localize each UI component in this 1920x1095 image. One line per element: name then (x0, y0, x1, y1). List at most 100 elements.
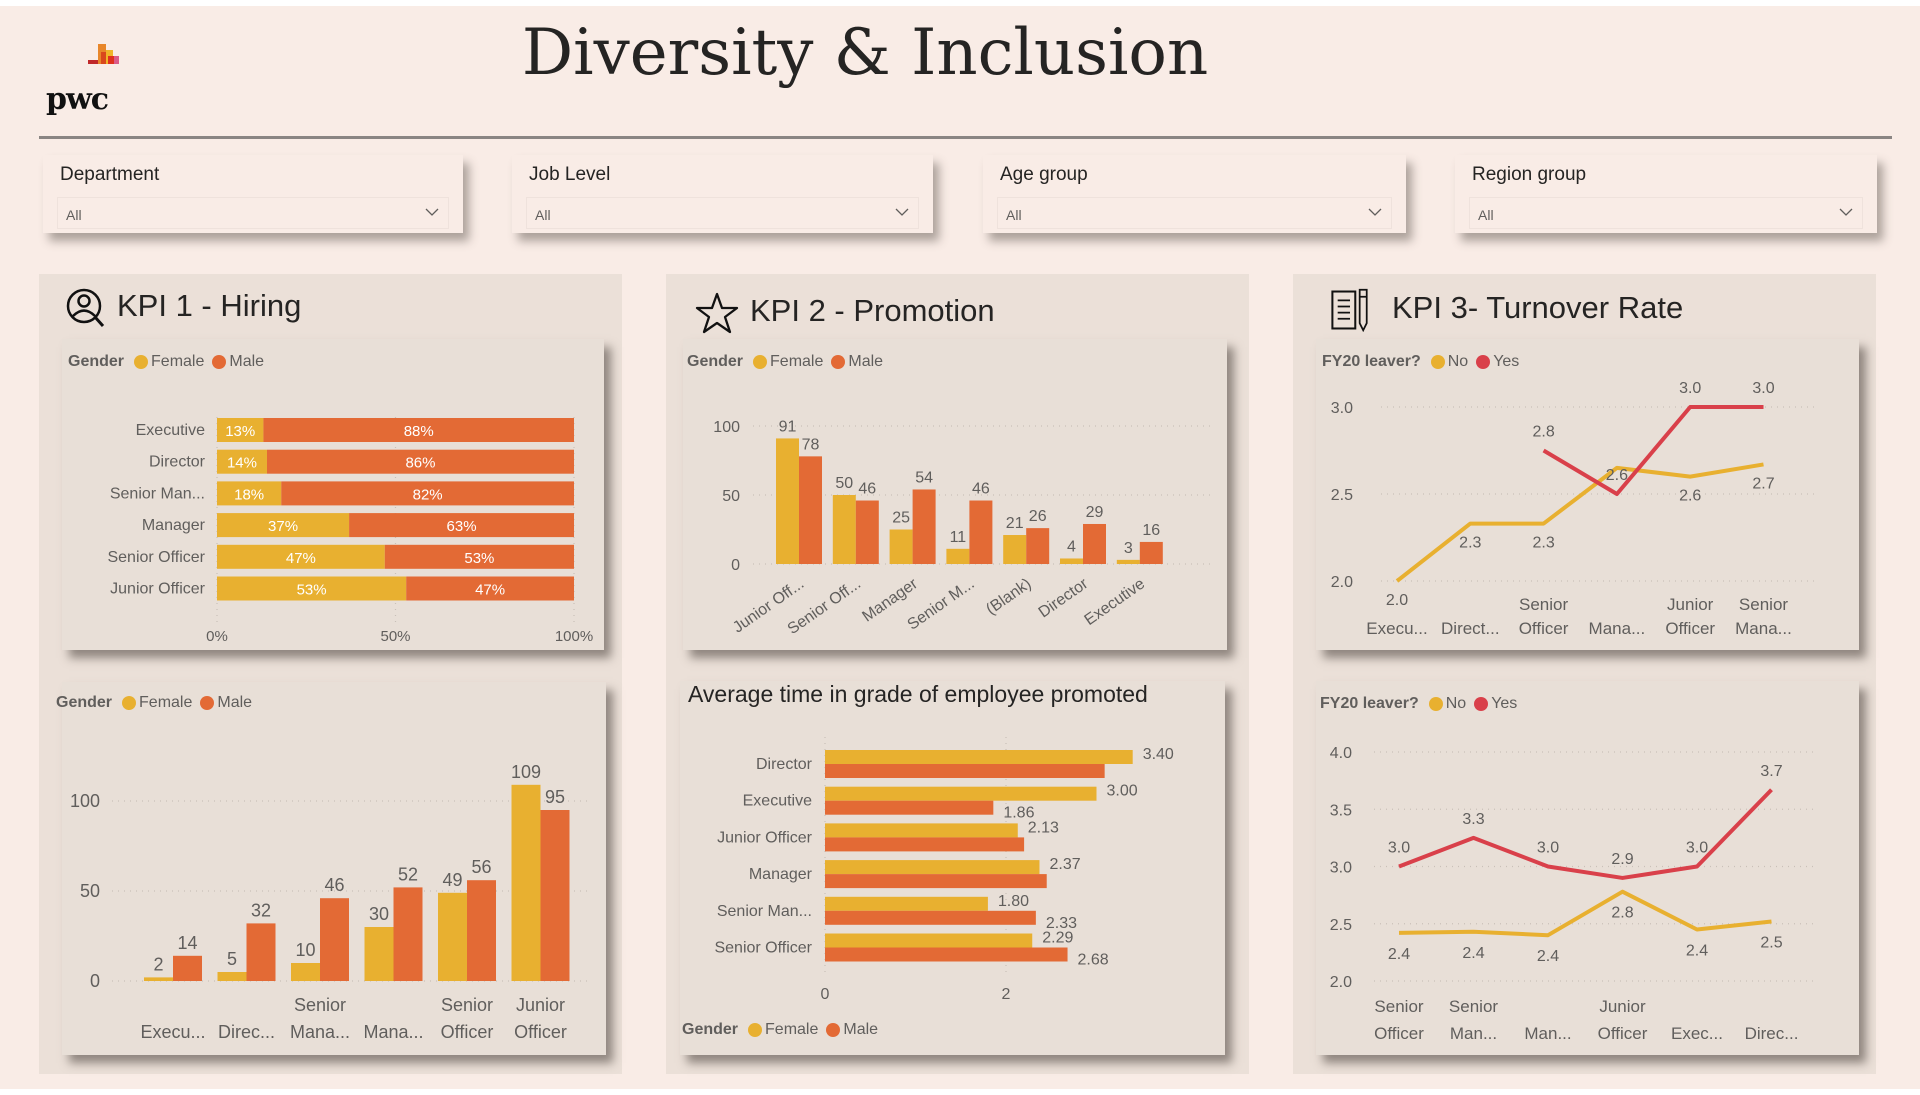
legend-dot-icon (753, 355, 768, 369)
legend-item-yes[interactable]: Yes (1474, 695, 1517, 713)
legend-title: FY20 leaver? (1322, 353, 1421, 370)
bar-male (349, 513, 574, 538)
legend-label: No (1445, 695, 1467, 712)
y-tick-label: 3.0 (1331, 400, 1353, 417)
legend-item-no[interactable]: No (1428, 695, 1467, 713)
data-label: 2.13 (1028, 819, 1059, 836)
hiring-gender-count-chart: Gender Female Male 0 50 100 2 14 Execu... 5 32 Dire… (56, 682, 606, 1055)
legend-label: No (1447, 353, 1469, 370)
data-label: 3.3 (1462, 811, 1484, 828)
data-label: 1.80 (998, 893, 1029, 910)
legend-label: Male (217, 694, 253, 711)
legend-title: FY20 leaver? (1320, 695, 1419, 712)
turnover-rate-chart-2: FY20 leaver? No Yes 2.0 2.5 3.0 3.5 4.0 Senior Of… (1316, 681, 1859, 1055)
bar-male (825, 910, 1036, 925)
data-label: 2.4 (1537, 948, 1559, 965)
legend-dot-icon (1428, 697, 1443, 711)
chart-svg: 0 50 100 2 14 Execu... 5 32 Direc... 10 46 Senior Ma… (70, 762, 592, 1042)
promotion-gender-count-chart: Gender Female Male 0 50 100 91 78 Junior Off... 5… (683, 339, 1227, 650)
category-label: Officer (1519, 619, 1569, 638)
category-label: Director (756, 756, 813, 773)
data-label: 63% (447, 518, 477, 535)
data-label: 2.68 (1078, 952, 1109, 969)
bar-female (825, 896, 988, 911)
legend-item-male[interactable]: Male (200, 694, 252, 712)
department-dropdown[interactable]: All (57, 197, 449, 229)
category-label: Executive (1082, 575, 1149, 629)
bar-female (825, 823, 1018, 838)
panel-title: KPI 2 - Promotion (750, 293, 995, 328)
region-group-dropdown[interactable]: All (1469, 197, 1863, 229)
data-label: 53% (297, 582, 327, 599)
bar-male (281, 481, 574, 506)
category-label: Mana... (1589, 619, 1646, 638)
data-label: 95 (545, 787, 565, 807)
age-group-dropdown[interactable]: All (997, 197, 1392, 229)
category-label: Executive (743, 793, 812, 810)
category-label: Man... (1524, 1024, 1571, 1043)
category-label: Officer (1598, 1024, 1648, 1043)
legend-item-yes[interactable]: Yes (1476, 353, 1519, 371)
page-title: Diversity & Inclusion (521, 16, 1209, 90)
legend-item-male[interactable]: Male (831, 353, 883, 371)
bar-male (825, 800, 994, 815)
pwc-logo-text: pwc (46, 82, 109, 117)
legend-item-female[interactable]: Female (748, 1021, 818, 1039)
legend-dot-icon (831, 355, 846, 369)
legend-item-female[interactable]: Female (134, 353, 204, 371)
data-label: 29 (1086, 504, 1104, 521)
bar-female (217, 972, 247, 981)
legend-item-no[interactable]: No (1430, 353, 1469, 371)
data-label: 2.0 (1386, 592, 1408, 609)
category-label: Senior (1739, 595, 1788, 614)
bar-female (438, 892, 467, 981)
x-tick-label: 0% (206, 628, 228, 645)
data-label: 2.29 (1042, 930, 1073, 947)
x-tick-label: 0 (821, 986, 830, 1003)
series-line-yes (1542, 405, 1764, 496)
job-level-dropdown[interactable]: All (526, 197, 919, 229)
bar-female (217, 576, 407, 601)
data-label: 25 (892, 510, 910, 527)
bar-female (889, 529, 913, 564)
y-tick-label: 50 (80, 881, 100, 901)
y-tick-label: 3.5 (1330, 802, 1352, 819)
legend-item-male[interactable]: Male (826, 1021, 878, 1039)
bar-male (825, 837, 1025, 852)
filter-label: Department (60, 164, 160, 185)
bar-male (855, 500, 879, 564)
data-label: 18% (234, 486, 264, 503)
data-label: 2.33 (1046, 915, 1077, 932)
chevron-down-icon (425, 208, 439, 216)
category-label: Junior Officer (514, 995, 567, 1042)
bar-male (320, 898, 349, 981)
data-label: 3.0 (1679, 380, 1701, 397)
data-label: 2.9 (1611, 851, 1633, 868)
legend-item-female[interactable]: Female (122, 694, 192, 712)
data-label: 3.0 (1537, 840, 1559, 857)
legend-item-male[interactable]: Male (212, 353, 264, 371)
legend-dot-icon (212, 355, 227, 369)
legend-label: Yes (1491, 695, 1518, 712)
data-label: 3.0 (1686, 840, 1708, 857)
x-tick-label: 100% (555, 628, 593, 645)
data-label: 26 (1029, 508, 1047, 525)
bar-female (511, 784, 541, 981)
bar-male (825, 874, 1047, 889)
category-label: Senior (1519, 595, 1568, 614)
category-label: Director (149, 454, 206, 471)
y-tick-label: 0 (731, 557, 740, 574)
bar-female (144, 977, 173, 981)
legend-label: Female (770, 353, 824, 370)
legend-item-female[interactable]: Female (753, 353, 823, 371)
bar-female (1003, 535, 1027, 564)
filter-age-group: Age group All (983, 155, 1406, 233)
data-label: 56 (471, 857, 491, 877)
category-label: (Blank) (983, 575, 1034, 618)
hiring-gender-percent-chart: Gender Female Male 0% 50% 100% Executive 13% 88%… (62, 339, 604, 650)
legend-label: Male (229, 353, 265, 370)
legend-label: Male (843, 1021, 879, 1038)
legend-dot-icon (826, 1023, 841, 1037)
chart-legend: Gender Female Male (56, 694, 260, 712)
